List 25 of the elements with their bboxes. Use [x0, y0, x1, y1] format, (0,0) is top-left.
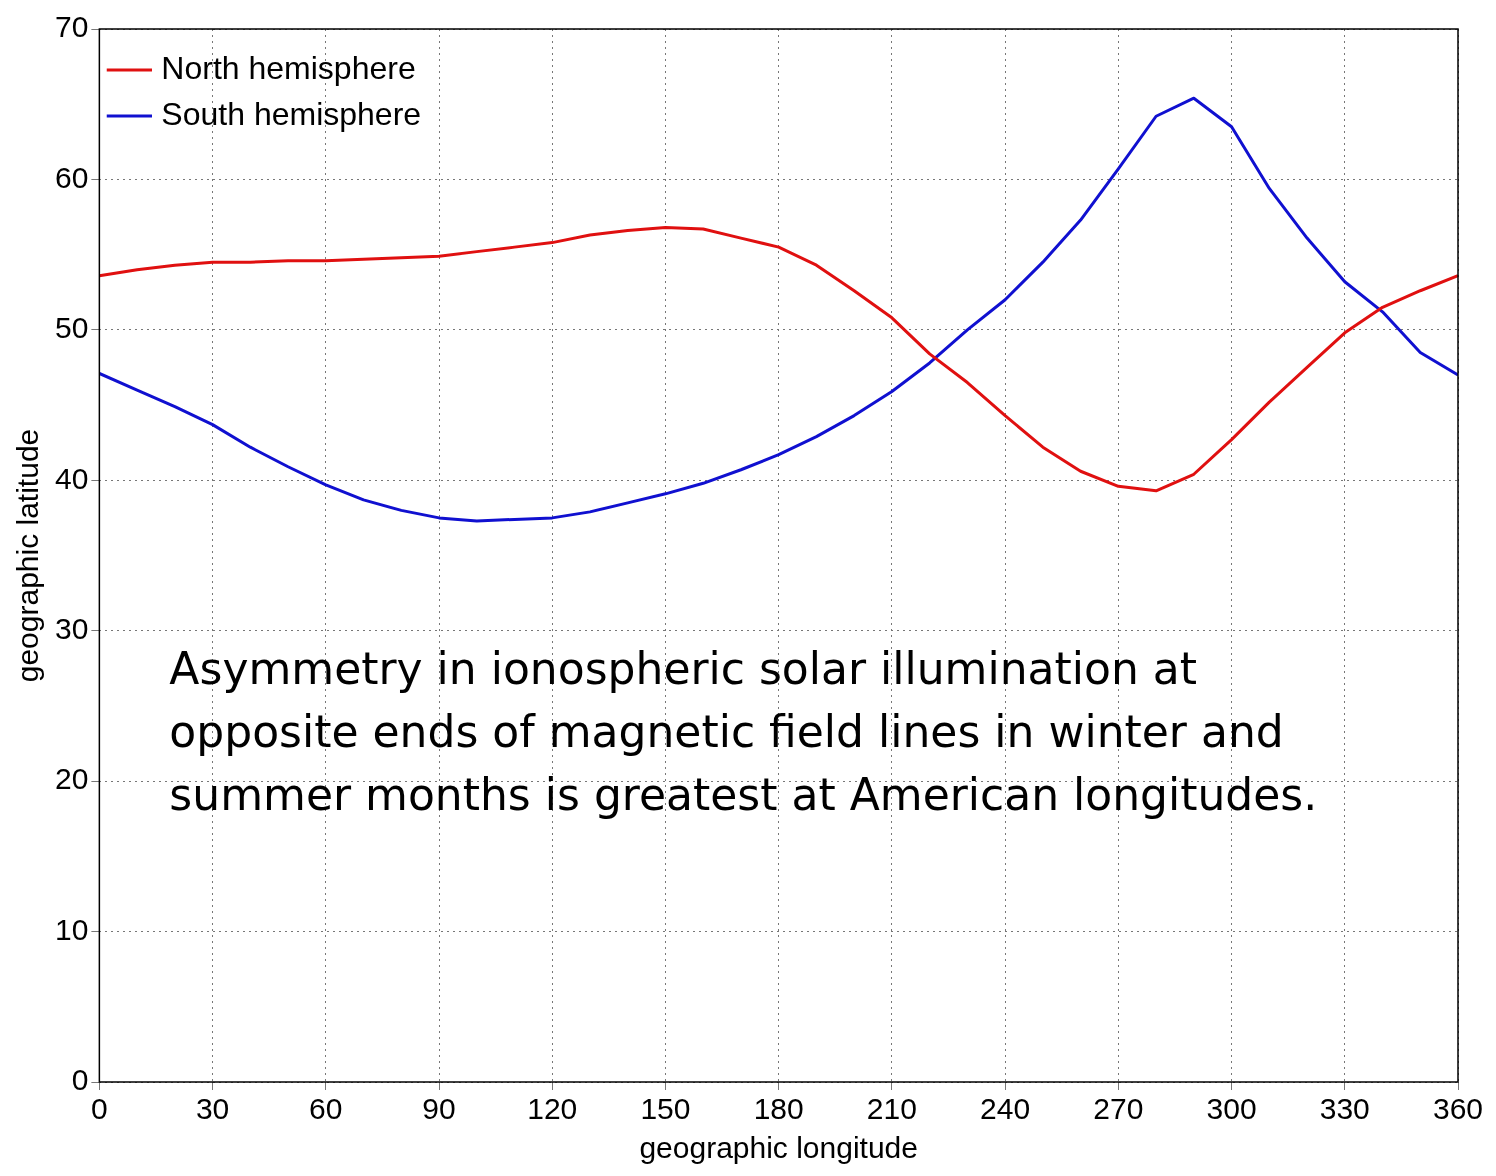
legend-label: South hemisphere: [161, 95, 422, 132]
x-tick-label: 30: [195, 1092, 230, 1126]
x-tick-label: 330: [1319, 1092, 1370, 1126]
y-tick-label: 10: [54, 912, 89, 946]
x-tick-label: 240: [980, 1092, 1031, 1126]
x-tick-label: 210: [866, 1092, 917, 1126]
x-tick-label: 120: [527, 1092, 578, 1126]
x-tick-label: 180: [753, 1092, 804, 1126]
y-tick-label: 0: [71, 1063, 89, 1097]
y-axis-title: geographic latitude: [11, 428, 45, 683]
x-axis-title: geographic longitude: [639, 1131, 918, 1165]
x-tick-label: 150: [640, 1092, 691, 1126]
y-tick-label: 50: [54, 311, 89, 345]
y-tick-label: 70: [54, 10, 89, 44]
y-tick-label: 30: [54, 611, 89, 645]
y-tick-label: 20: [54, 762, 89, 796]
x-tick-label: 270: [1093, 1092, 1144, 1126]
x-tick-label: 60: [309, 1092, 343, 1126]
legend-label: North hemisphere: [161, 49, 416, 86]
x-tick-label: 360: [1432, 1092, 1484, 1126]
x-tick-label: 90: [422, 1092, 456, 1126]
y-tick-label: 60: [54, 160, 89, 194]
y-tick-label: 40: [54, 461, 89, 495]
annotation: Asymmetry in ionospheric solar illumination at opposite ends of magnetic field lines in winter and summer months is greatest at American longitudes.: [169, 643, 1318, 821]
x-tick-label: 300: [1206, 1092, 1257, 1126]
